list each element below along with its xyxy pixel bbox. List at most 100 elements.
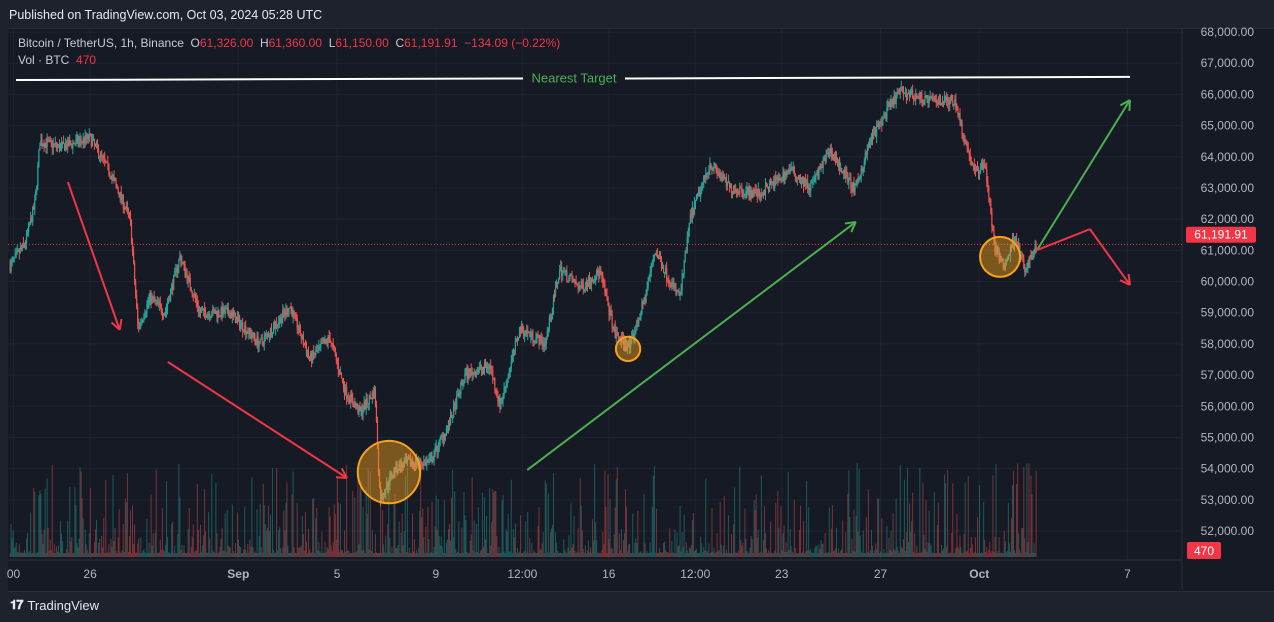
volume-bar xyxy=(499,552,501,557)
candle-body xyxy=(561,266,563,276)
candle-body xyxy=(51,142,53,149)
candle-body xyxy=(110,175,112,180)
candle-body xyxy=(588,277,591,283)
volume-bar xyxy=(543,552,545,557)
volume-bar xyxy=(361,550,363,557)
candle-body xyxy=(670,285,672,287)
candle-body xyxy=(48,139,50,141)
candle-body xyxy=(687,231,689,238)
brand-name: TradingView xyxy=(27,597,100,613)
volume-bar xyxy=(859,535,861,557)
volume-bar xyxy=(427,506,429,557)
volume-bar xyxy=(196,483,198,557)
candle-body xyxy=(34,200,36,210)
volume-bar xyxy=(500,552,502,557)
volume-bar xyxy=(207,553,209,557)
volume-bar xyxy=(76,543,78,557)
volume-bar xyxy=(714,553,716,557)
volume-bar xyxy=(71,537,73,557)
volume-bar xyxy=(671,541,673,557)
volume-bar xyxy=(13,548,15,557)
candle-body xyxy=(174,270,176,276)
candle-body xyxy=(552,296,555,309)
volume-bar xyxy=(386,552,388,557)
y-tick-label: 68,000.00 xyxy=(1201,25,1255,39)
close-label: C xyxy=(395,36,405,50)
candle-body xyxy=(661,267,664,269)
candle-body xyxy=(131,243,134,252)
candle-body xyxy=(347,397,349,399)
candle-body xyxy=(503,388,505,397)
volume-bar xyxy=(505,529,507,557)
candle-body xyxy=(929,97,931,99)
volume-bar xyxy=(884,552,886,557)
volume-bar xyxy=(257,552,259,557)
volume-bar xyxy=(928,510,930,557)
symbol-title[interactable]: Bitcoin / TetherUS, 1h, Binance xyxy=(18,36,184,50)
candle-body xyxy=(760,194,762,198)
candle-body xyxy=(449,414,452,426)
candle-body xyxy=(344,386,347,395)
volume-bar xyxy=(949,552,951,557)
volume-bar xyxy=(657,552,659,557)
candle-body xyxy=(972,164,974,166)
volume-bar xyxy=(439,545,441,557)
candle-body xyxy=(459,392,461,395)
volume-bar xyxy=(205,531,207,557)
volume-bar xyxy=(910,532,912,557)
volume-bar xyxy=(351,553,353,557)
candle-body xyxy=(122,195,124,209)
candle-body xyxy=(468,370,470,378)
candle-body xyxy=(233,312,236,315)
volume-bar xyxy=(452,469,454,557)
volume-bar xyxy=(90,553,92,557)
volume-bar xyxy=(831,505,833,557)
volume-bar xyxy=(1009,551,1011,557)
candle-body xyxy=(602,276,604,283)
volume-bar xyxy=(319,551,321,557)
volume-bar xyxy=(476,552,478,557)
trend-arrow xyxy=(526,221,857,471)
candle-body xyxy=(278,321,280,325)
volume-bar xyxy=(181,544,183,557)
candle-body xyxy=(692,207,695,215)
volume-bar xyxy=(750,535,752,557)
candle-body xyxy=(267,333,269,337)
candle-body xyxy=(94,144,97,145)
y-tick-label: 61,000.00 xyxy=(1201,243,1255,257)
candle-body xyxy=(560,266,562,270)
volume-bar xyxy=(485,539,487,557)
candle-body xyxy=(892,99,894,105)
volume-bar xyxy=(106,552,108,557)
candle-body xyxy=(982,162,984,170)
volume-bar xyxy=(1002,552,1004,557)
candle-body xyxy=(43,144,45,148)
volume-bar xyxy=(441,546,443,557)
volume-bar xyxy=(1013,470,1015,557)
candle-body xyxy=(13,257,15,259)
volume-bar xyxy=(294,552,296,557)
volume-bar xyxy=(509,551,511,557)
volume-bar xyxy=(243,549,245,557)
volume-bar xyxy=(571,547,573,557)
candle-body xyxy=(101,152,103,156)
volume-bar xyxy=(541,543,543,557)
candle-body xyxy=(475,372,477,377)
candle-body xyxy=(341,378,344,381)
volume-bar xyxy=(798,530,800,557)
candle-body xyxy=(754,189,756,191)
volume-bar xyxy=(725,549,727,557)
candle-body xyxy=(504,387,506,389)
volume-bar xyxy=(380,486,382,557)
volume-bar xyxy=(513,537,515,557)
y-tick-label: 60,000.00 xyxy=(1201,275,1255,289)
volume-bar xyxy=(186,552,188,557)
candle-body xyxy=(993,229,995,240)
footer-brand[interactable]: 𝟏𝟕 TradingView xyxy=(10,597,99,613)
volume-bar xyxy=(114,527,116,557)
volume-bar xyxy=(734,487,736,557)
candle-body xyxy=(452,417,454,419)
volume-bar xyxy=(392,552,394,557)
volume-bar xyxy=(814,547,816,557)
